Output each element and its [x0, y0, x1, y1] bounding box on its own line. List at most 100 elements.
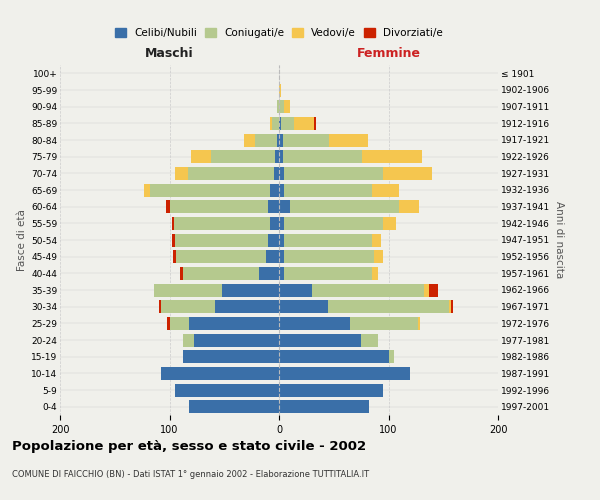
Bar	[161, 300, 215, 313]
Bar	[173, 250, 176, 263]
Bar	[279, 250, 284, 263]
Bar	[329, 134, 368, 146]
Bar	[167, 317, 170, 330]
Bar	[176, 250, 266, 263]
Bar	[284, 184, 372, 196]
Bar	[451, 300, 453, 313]
Bar	[383, 217, 396, 230]
Bar	[172, 234, 175, 246]
Bar	[449, 300, 451, 313]
Bar	[279, 184, 284, 196]
Bar	[182, 350, 279, 363]
Bar	[279, 350, 389, 363]
Bar	[284, 250, 374, 263]
Text: Maschi: Maschi	[145, 47, 194, 60]
Bar	[295, 117, 314, 130]
Bar	[174, 217, 270, 230]
Bar	[279, 117, 281, 130]
Bar	[268, 234, 279, 246]
Bar	[145, 184, 150, 196]
Bar	[281, 117, 295, 130]
Bar	[361, 334, 377, 346]
Bar	[175, 167, 188, 180]
Bar	[374, 250, 383, 263]
Bar	[279, 384, 383, 396]
Bar	[266, 250, 279, 263]
Bar	[170, 200, 268, 213]
Bar	[161, 367, 279, 380]
Bar	[400, 200, 419, 213]
Bar	[314, 117, 316, 130]
Bar	[279, 300, 328, 313]
Bar	[279, 150, 283, 163]
Bar	[290, 200, 400, 213]
Bar	[284, 217, 383, 230]
Bar	[362, 150, 422, 163]
Bar	[279, 367, 410, 380]
Bar	[191, 150, 211, 163]
Bar	[279, 284, 312, 296]
Text: COMUNE DI FAICCHIO (BN) - Dati ISTAT 1° gennaio 2002 - Elaborazione TUTTITALIA.I: COMUNE DI FAICCHIO (BN) - Dati ISTAT 1° …	[12, 470, 369, 479]
Bar	[270, 217, 279, 230]
Bar	[283, 134, 329, 146]
Bar	[211, 150, 275, 163]
Bar	[158, 300, 161, 313]
Bar	[279, 334, 361, 346]
Bar	[150, 184, 270, 196]
Bar	[328, 300, 449, 313]
Y-axis label: Anni di nascita: Anni di nascita	[554, 202, 564, 278]
Text: Popolazione per età, sesso e stato civile - 2002: Popolazione per età, sesso e stato civil…	[12, 440, 366, 453]
Bar	[424, 284, 429, 296]
Bar	[194, 334, 279, 346]
Legend: Celibi/Nubili, Coniugati/e, Vedovi/e, Divorziati/e: Celibi/Nubili, Coniugati/e, Vedovi/e, Di…	[115, 28, 443, 38]
Bar	[284, 167, 383, 180]
Bar	[272, 117, 279, 130]
Bar	[175, 384, 279, 396]
Bar	[255, 134, 277, 146]
Bar	[222, 284, 279, 296]
Bar	[279, 200, 290, 213]
Bar	[283, 150, 362, 163]
Bar	[189, 400, 279, 413]
Bar	[154, 284, 222, 296]
Bar	[182, 334, 194, 346]
Bar	[372, 234, 381, 246]
Bar	[279, 100, 284, 113]
Bar	[277, 134, 279, 146]
Y-axis label: Fasce di età: Fasce di età	[17, 209, 27, 271]
Bar	[279, 234, 284, 246]
Bar	[284, 100, 290, 113]
Bar	[372, 184, 400, 196]
Bar	[215, 300, 279, 313]
Bar	[350, 317, 418, 330]
Bar	[169, 317, 189, 330]
Bar	[418, 317, 420, 330]
Bar	[175, 234, 268, 246]
Text: Femmine: Femmine	[356, 47, 421, 60]
Bar	[166, 200, 170, 213]
Bar	[383, 167, 433, 180]
Bar	[259, 267, 279, 280]
Bar	[172, 217, 174, 230]
Bar	[372, 267, 377, 280]
Bar	[279, 167, 284, 180]
Bar	[279, 317, 350, 330]
Bar	[188, 167, 274, 180]
Bar	[270, 117, 272, 130]
Bar	[244, 134, 255, 146]
Bar	[279, 84, 281, 96]
Bar	[274, 167, 279, 180]
Bar	[279, 400, 369, 413]
Bar	[279, 134, 283, 146]
Bar	[429, 284, 438, 296]
Bar	[279, 217, 284, 230]
Bar	[275, 150, 279, 163]
Bar	[277, 100, 279, 113]
Bar	[284, 267, 372, 280]
Bar	[181, 267, 182, 280]
Bar	[312, 284, 424, 296]
Bar	[189, 317, 279, 330]
Bar	[279, 267, 284, 280]
Bar	[268, 200, 279, 213]
Bar	[389, 350, 394, 363]
